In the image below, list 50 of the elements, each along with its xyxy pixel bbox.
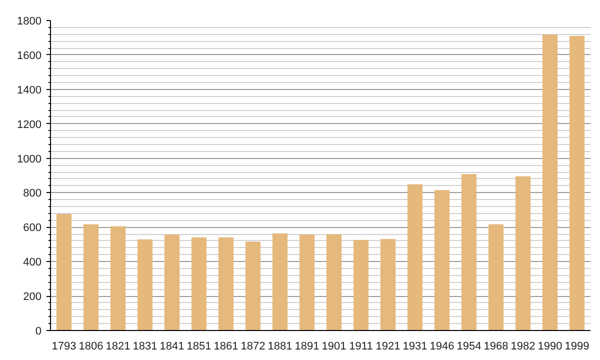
x-tick-label: 1851 (186, 340, 212, 352)
bar (83, 224, 99, 330)
bar (299, 234, 315, 330)
x-tick-label: 1793 (52, 340, 76, 352)
y-tick-label: 600 (23, 222, 42, 234)
y-tick-label: 1800 (17, 16, 42, 28)
x-tick-label: 1931 (402, 340, 428, 352)
y-tick-label: 1600 (17, 50, 42, 62)
y-tick-label: 1200 (17, 118, 42, 131)
x-tick-label: 1891 (294, 340, 320, 352)
x-tick-label: 1990 (538, 340, 562, 352)
x-tick-label: 1831 (132, 340, 158, 352)
y-tick-label: 400 (23, 256, 42, 269)
x-tick-label: 1821 (106, 340, 130, 352)
y-tick-label: 0 (35, 326, 42, 338)
bar (380, 239, 396, 330)
x-tick-label: 1968 (484, 340, 508, 352)
x-tick-label: 1982 (510, 340, 536, 352)
y-tick-label: 1400 (17, 84, 42, 96)
x-tick-label: 1901 (322, 340, 346, 352)
x-tick-label: 1872 (240, 340, 266, 352)
x-tick-label: 1806 (78, 340, 104, 352)
bar (137, 239, 153, 330)
bar (434, 190, 450, 330)
x-tick-label: 1841 (160, 340, 184, 352)
x-tick-label: 1861 (214, 340, 238, 352)
x-tick-label: 1921 (376, 340, 400, 352)
bar (407, 184, 423, 330)
bar (191, 237, 207, 330)
bar (488, 224, 504, 330)
x-tick-label: 1946 (430, 340, 454, 352)
bar (515, 176, 531, 330)
x-tick-label: 1999 (564, 340, 590, 352)
y-tick-label: 1000 (17, 153, 42, 166)
x-tick-label: 1881 (268, 340, 292, 352)
bar (272, 233, 288, 330)
bar (245, 242, 261, 330)
bar (164, 234, 180, 330)
bar (542, 34, 558, 330)
bar (353, 240, 369, 330)
x-tick-label: 1911 (349, 340, 373, 352)
bar (326, 234, 342, 330)
x-tick-label: 1954 (456, 340, 482, 352)
bar (110, 226, 126, 330)
y-tick-label: 200 (23, 291, 42, 304)
y-tick-label: 800 (23, 188, 42, 200)
bar (461, 174, 477, 330)
bar (218, 237, 234, 330)
bar (569, 36, 585, 330)
bar (56, 214, 72, 330)
